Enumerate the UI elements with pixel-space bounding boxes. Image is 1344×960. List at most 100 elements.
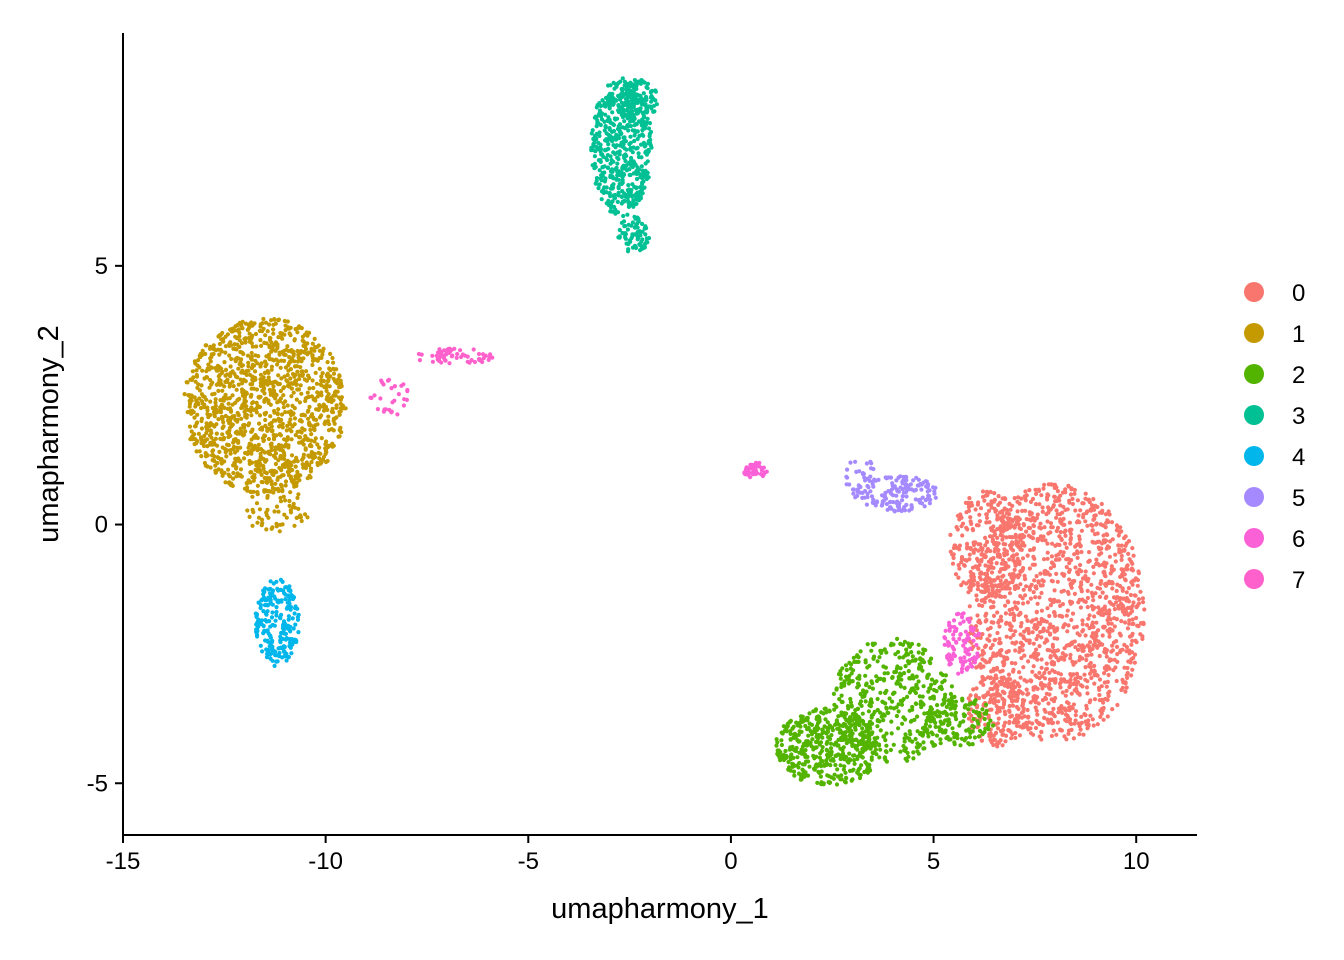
data-point bbox=[1068, 677, 1073, 683]
data-point bbox=[888, 705, 893, 710]
data-point bbox=[1040, 538, 1045, 543]
data-point bbox=[209, 435, 214, 440]
data-point bbox=[881, 734, 886, 739]
data-point bbox=[950, 726, 955, 731]
data-point bbox=[982, 695, 987, 700]
data-point bbox=[970, 527, 975, 532]
data-point bbox=[1000, 743, 1005, 748]
data-point bbox=[1051, 504, 1056, 509]
data-point bbox=[227, 353, 232, 358]
data-point bbox=[997, 618, 1002, 623]
data-point bbox=[1100, 633, 1105, 638]
data-point bbox=[958, 720, 963, 725]
data-point bbox=[1041, 579, 1046, 584]
data-point bbox=[598, 176, 603, 181]
data-point bbox=[283, 323, 288, 328]
data-point bbox=[995, 651, 1000, 656]
data-point bbox=[272, 317, 277, 322]
data-point bbox=[929, 677, 935, 682]
data-point bbox=[642, 245, 648, 250]
data-point bbox=[865, 768, 871, 774]
data-point bbox=[852, 659, 857, 665]
data-point bbox=[911, 750, 916, 755]
data-point bbox=[903, 664, 908, 669]
data-point bbox=[240, 381, 245, 386]
data-point bbox=[1058, 530, 1063, 535]
data-point bbox=[916, 650, 921, 655]
data-point bbox=[208, 465, 213, 470]
data-point bbox=[628, 163, 634, 168]
data-point bbox=[1012, 496, 1017, 501]
data-point bbox=[200, 348, 205, 353]
data-point bbox=[334, 403, 339, 408]
data-point bbox=[622, 199, 627, 204]
data-point bbox=[209, 352, 214, 357]
data-point bbox=[993, 731, 998, 736]
data-point bbox=[863, 658, 868, 663]
data-point bbox=[263, 423, 268, 428]
data-point bbox=[208, 421, 213, 426]
data-point bbox=[636, 154, 642, 160]
data-point bbox=[1014, 583, 1019, 588]
data-point bbox=[301, 339, 306, 344]
data-point bbox=[646, 126, 652, 131]
data-point bbox=[860, 726, 865, 731]
data-point bbox=[259, 472, 264, 477]
data-point bbox=[1130, 546, 1135, 551]
data-point bbox=[1079, 714, 1084, 719]
data-point bbox=[787, 747, 792, 752]
data-point bbox=[966, 716, 972, 721]
data-point bbox=[1113, 552, 1118, 557]
data-point bbox=[779, 730, 784, 735]
data-point bbox=[1048, 566, 1053, 571]
data-point bbox=[1025, 707, 1030, 713]
data-point bbox=[1017, 649, 1022, 655]
data-point bbox=[290, 371, 296, 377]
data-point bbox=[1029, 619, 1034, 624]
data-point bbox=[839, 693, 844, 698]
data-point bbox=[979, 738, 984, 743]
data-point bbox=[293, 378, 298, 383]
data-point bbox=[268, 392, 273, 397]
data-point bbox=[233, 334, 238, 339]
data-point bbox=[913, 701, 919, 706]
data-point bbox=[870, 681, 875, 686]
data-point bbox=[280, 425, 285, 430]
data-point bbox=[1005, 583, 1010, 588]
data-point bbox=[250, 344, 255, 349]
data-point bbox=[836, 714, 841, 719]
data-point bbox=[977, 512, 982, 517]
data-point bbox=[202, 460, 207, 466]
data-point bbox=[636, 198, 642, 203]
data-point bbox=[241, 377, 246, 382]
data-point bbox=[310, 341, 315, 346]
data-point bbox=[251, 386, 256, 391]
data-point bbox=[641, 133, 646, 138]
data-point bbox=[309, 432, 314, 437]
data-point bbox=[1110, 586, 1115, 591]
data-point bbox=[1028, 726, 1033, 731]
data-point bbox=[847, 757, 852, 762]
data-point bbox=[967, 552, 972, 557]
data-point bbox=[1089, 604, 1095, 609]
data-point bbox=[238, 377, 243, 382]
data-point bbox=[1073, 713, 1078, 718]
data-point bbox=[272, 435, 277, 440]
data-point bbox=[215, 455, 220, 460]
data-point bbox=[1080, 501, 1085, 506]
data-point bbox=[1031, 641, 1036, 646]
data-point bbox=[1060, 614, 1065, 619]
data-point bbox=[330, 355, 335, 361]
data-point bbox=[1045, 647, 1050, 653]
data-point bbox=[1079, 569, 1084, 574]
data-point bbox=[788, 737, 793, 742]
data-point bbox=[1018, 582, 1023, 587]
data-point bbox=[896, 702, 901, 707]
data-point bbox=[250, 377, 255, 382]
data-point bbox=[261, 375, 266, 380]
data-point bbox=[954, 717, 959, 722]
data-point bbox=[849, 662, 854, 667]
data-point bbox=[1054, 732, 1059, 737]
data-point bbox=[1077, 643, 1082, 648]
data-point bbox=[1013, 604, 1018, 610]
